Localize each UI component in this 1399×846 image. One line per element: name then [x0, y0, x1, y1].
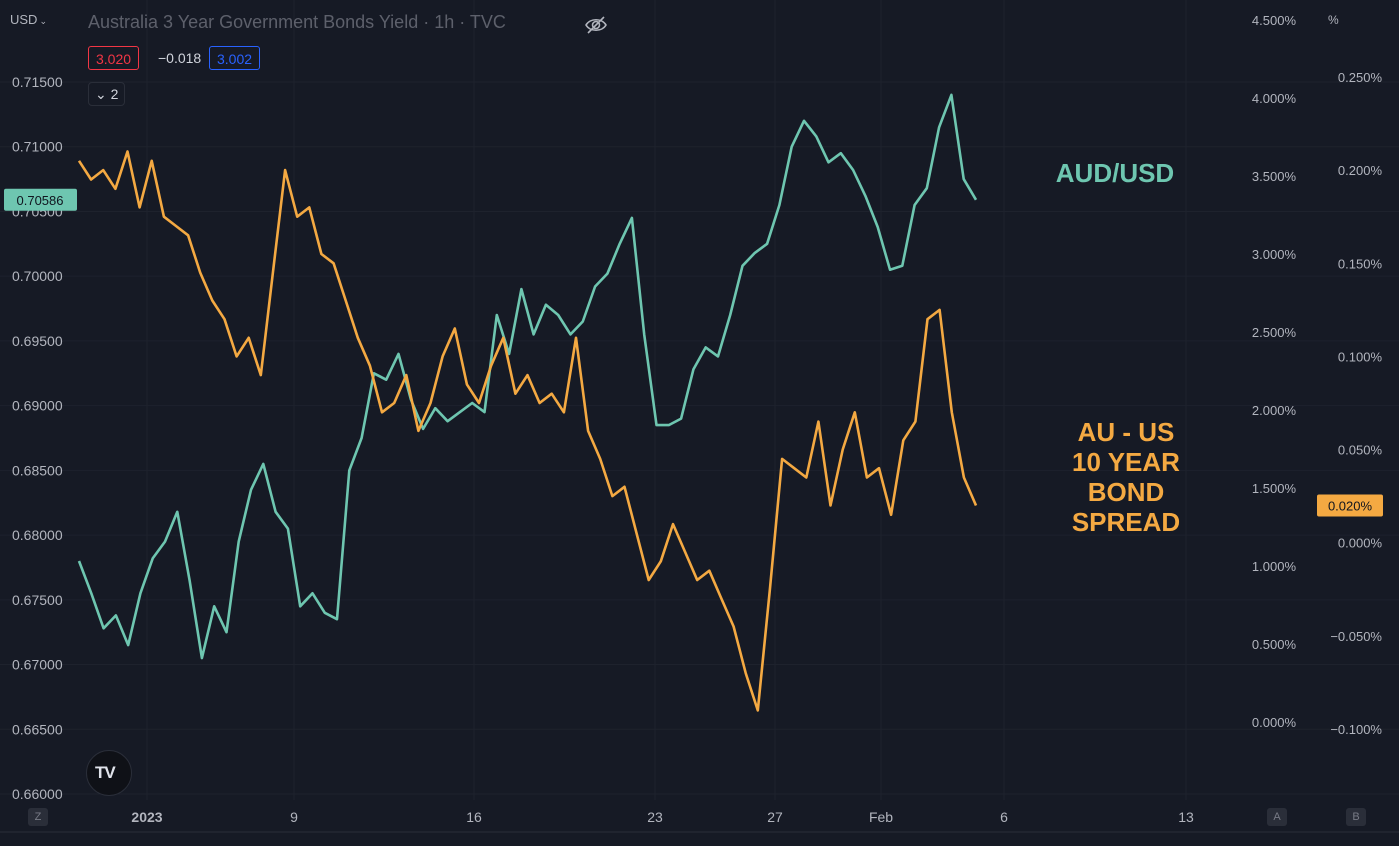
- chart-title: Australia 3 Year Government Bonds Yield …: [88, 12, 506, 32]
- grid: [0, 0, 1399, 800]
- spread-last-value: 0.020%: [1328, 498, 1373, 513]
- chevron-down-icon: ⌄: [39, 16, 47, 26]
- yield-axis-tick: 3.500%: [1252, 169, 1297, 184]
- left-axis-tick: 0.66000: [12, 786, 63, 802]
- spread-axis[interactable]: 0.250% 0.200% 0.150% 0.100% 0.050% 0.000% −0.0…: [1330, 70, 1382, 737]
- price-change: −0.018: [158, 50, 202, 66]
- eye-hidden-icon[interactable]: [583, 12, 609, 38]
- time-axis-tick: 2023: [131, 809, 162, 825]
- logo-text: TV: [95, 763, 116, 782]
- time-axis-tick: 13: [1178, 809, 1194, 825]
- last-value-labels: 0.70586 0.020%: [4, 188, 1383, 517]
- currency-label: USD: [10, 12, 38, 27]
- yield-axis-tick: 4.500%: [1252, 13, 1297, 28]
- chevron-down-icon: ⌄: [95, 86, 107, 102]
- spread-axis-tick: 0.000%: [1338, 536, 1383, 551]
- yield-axis-tick: 4.000%: [1252, 91, 1297, 106]
- time-axis-tick: 9: [290, 809, 298, 825]
- buy-price-button[interactable]: 3.002: [209, 46, 261, 70]
- yield-axis-tick: 0.500%: [1252, 637, 1297, 652]
- left-axis-tick: 0.71000: [12, 139, 63, 155]
- yield-axis-tick: 2.500%: [1252, 325, 1297, 340]
- audusd-last-value: 0.70586: [17, 193, 64, 208]
- yield-axis-tick: 3.000%: [1252, 247, 1297, 262]
- spread-axis-tick: 0.050%: [1338, 443, 1383, 458]
- spread-axis-tick: 0.200%: [1338, 163, 1383, 178]
- scale-b-button[interactable]: B: [1346, 808, 1366, 826]
- percent-unit-label: %: [1328, 13, 1339, 27]
- time-axis-tick: 23: [647, 809, 663, 825]
- time-axis-tick: Feb: [869, 809, 893, 825]
- left-axis-tick: 0.71500: [12, 74, 63, 90]
- time-axis[interactable]: 2023 9 16 23 27 Feb 6 13: [0, 809, 1399, 833]
- indicators-count: 2: [110, 86, 119, 102]
- left-axis-tick: 0.68500: [12, 462, 63, 478]
- series-lines: [77, 93, 978, 712]
- indicators-toggle[interactable]: ⌄ 2: [88, 82, 126, 106]
- left-axis-tick: 0.66500: [12, 721, 63, 737]
- audusd-annotation: AUD/USD: [1056, 158, 1174, 188]
- spread-annotation-line: SPREAD: [1072, 507, 1180, 537]
- left-axis-tick: 0.69500: [12, 333, 63, 349]
- spread-axis-tick: −0.050%: [1330, 629, 1382, 644]
- spread-last-value-tag: [1317, 494, 1383, 517]
- tradingview-logo[interactable]: TV: [86, 750, 132, 796]
- left-axis-tick: 0.68000: [12, 527, 63, 543]
- yield-axis-tick: 0.000%: [1252, 715, 1297, 730]
- left-axis-tick: 0.69000: [12, 398, 63, 414]
- time-axis-tick: 16: [466, 809, 482, 825]
- spread-annotation-line: AU - US: [1078, 417, 1175, 447]
- spread-axis-tick: 0.100%: [1338, 349, 1383, 364]
- zoom-button[interactable]: Z: [28, 808, 48, 826]
- left-axis-tick: 0.67000: [12, 657, 63, 673]
- bond-spread-line: [77, 150, 978, 712]
- auto-scale-button[interactable]: A: [1267, 808, 1287, 826]
- yield-axis-tick: 2.000%: [1252, 403, 1297, 418]
- time-axis-tick: 6: [1000, 809, 1008, 825]
- audusd-line: [77, 93, 978, 660]
- spread-axis-tick: 0.150%: [1338, 256, 1383, 271]
- yield-axis[interactable]: 4.500% 4.000% 3.500% 3.000% 2.500% 2.000% 1.50…: [1252, 13, 1297, 730]
- spread-annotation-line: BOND: [1088, 477, 1165, 507]
- currency-selector[interactable]: USD ⌄: [10, 12, 47, 27]
- spread-annotation-line: 10 YEAR: [1072, 447, 1180, 477]
- spread-axis-tick: −0.100%: [1330, 722, 1382, 737]
- left-axis-tick: 0.70000: [12, 268, 63, 284]
- time-axis-tick: 27: [767, 809, 783, 825]
- spread-axis-tick: 0.250%: [1338, 70, 1383, 85]
- yield-axis-tick: 1.500%: [1252, 481, 1297, 496]
- sell-price-button[interactable]: 3.020: [88, 46, 140, 70]
- audusd-last-value-tag: [4, 188, 77, 211]
- left-axis-tick: 0.67500: [12, 592, 63, 608]
- yield-axis-tick: 1.000%: [1252, 559, 1297, 574]
